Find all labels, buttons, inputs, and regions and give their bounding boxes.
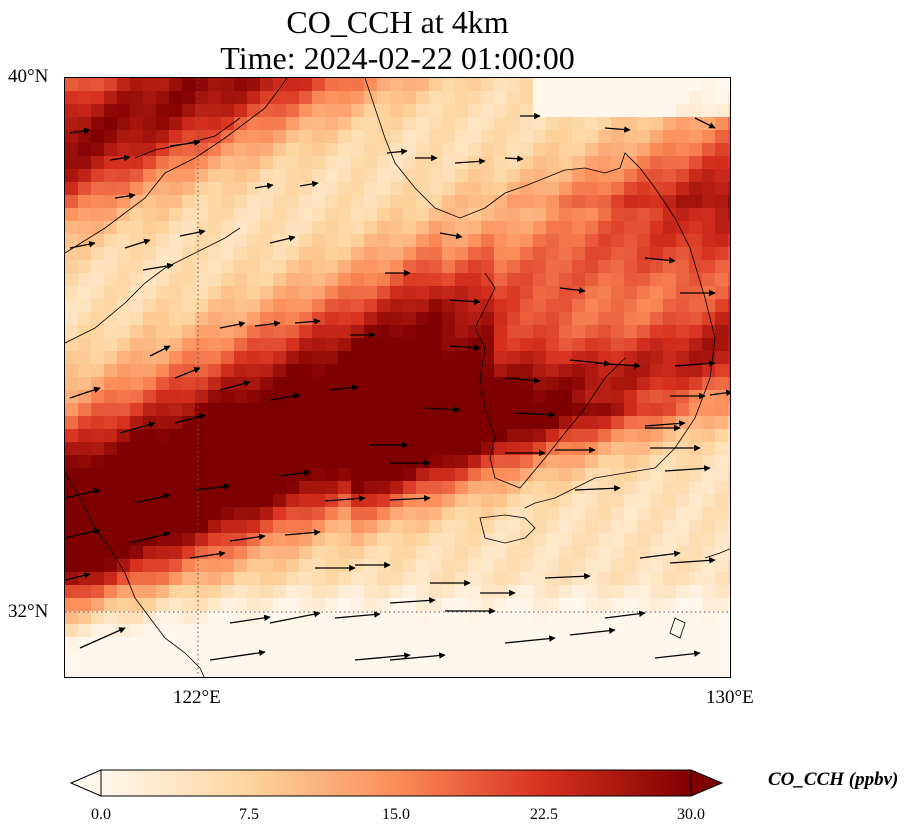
colorbar-tick-0: 0.0 [91,806,111,823]
wind-arrow [559,287,586,294]
wind-arrow [149,345,171,357]
wind-arrow [424,406,461,413]
wind-arrow [269,392,301,401]
co-concentration-map [65,78,730,677]
wind-arrow [604,610,646,619]
wind-arrow [709,389,730,397]
wind-arrow [229,533,266,542]
colorbar-label: CO_CCH (ppbv) [768,769,899,790]
wind-arrow [664,465,711,472]
colorbar-tick-4: 30.0 [677,806,705,823]
map-subtitle-time: Time: 2024-02-22 01:00:00 [220,40,575,76]
wind-arrow [454,158,486,165]
wind-arrow [69,386,101,399]
wind-arrow [109,154,131,162]
map-panel [64,77,731,678]
wind-arrow [294,318,321,325]
lat-label-32n: 32°N [8,601,49,622]
wind-arrow [504,155,524,162]
wind-arrow [329,384,359,391]
colorbar [70,769,724,797]
wind-arrow [504,377,541,384]
wind-arrow [79,627,126,649]
wind-arrow [254,182,274,190]
wind-arrow [654,650,701,659]
wind-vectors [65,112,730,661]
wind-arrow [594,362,641,369]
gridlines [65,78,730,677]
wind-arrow [119,421,156,434]
wind-arrow [639,550,681,559]
wind-arrow [324,495,366,502]
wind-arrow [354,652,411,661]
colorbar-tick-1: 7.5 [239,806,259,823]
wind-arrow [209,649,266,661]
wind-arrow [219,380,251,391]
wind-arrow [142,262,174,271]
wind-arrow [334,611,381,619]
wind-arrow [449,298,481,305]
wind-arrow [386,148,408,155]
wind-arrow [604,126,631,133]
wind-arrow [674,360,716,367]
map-title: CO_CCH at 4km [286,4,509,40]
colorbar-tick-2: 15.0 [382,806,410,823]
wind-arrow [254,320,281,327]
lat-label-40n: 40°N [8,66,49,87]
wind-arrow [284,529,321,536]
wind-arrow [269,610,321,624]
wind-arrow [129,531,171,544]
wind-arrow [114,192,136,200]
wind-arrow [389,495,431,502]
wind-arrow [169,139,201,147]
wind-arrow [389,652,446,661]
wind-arrow [644,257,676,264]
wind-arrow [65,488,101,499]
wind-arrow [174,367,201,379]
wind-arrow [504,635,556,644]
wind-arrow [124,238,151,249]
wind-arrow [514,411,556,418]
concentration-field [65,78,730,677]
wind-arrow [694,117,716,129]
wind-arrow [574,485,621,492]
coastlines [65,78,730,677]
wind-arrow [269,235,296,244]
wind-arrow [69,127,91,135]
colorbar-tick-3: 22.5 [530,806,558,823]
wind-arrow [179,228,206,237]
wind-arrow [229,614,271,624]
wind-arrow [65,572,91,581]
wind-arrow [449,344,481,351]
wind-arrow [174,413,206,424]
wind-arrow [389,597,436,604]
colorbar-max-extend [690,769,724,797]
wind-arrow [189,550,226,559]
wind-arrow [299,180,319,188]
wind-arrow [134,493,171,504]
lon-label-130e: 130°E [706,687,754,708]
wind-arrow [219,320,246,329]
colorbar-gradient [100,769,692,797]
wind-arrow [569,627,616,636]
wind-arrow [669,557,716,564]
wind-arrow [279,469,311,477]
colorbar-min-extend [70,769,102,797]
wind-arrow [644,420,686,427]
lon-label-122e: 122°E [173,687,221,708]
wind-arrow [194,483,231,491]
wind-arrow [439,232,463,240]
wind-arrow [69,240,96,249]
wind-arrow [65,528,101,539]
wind-arrow [544,573,591,580]
